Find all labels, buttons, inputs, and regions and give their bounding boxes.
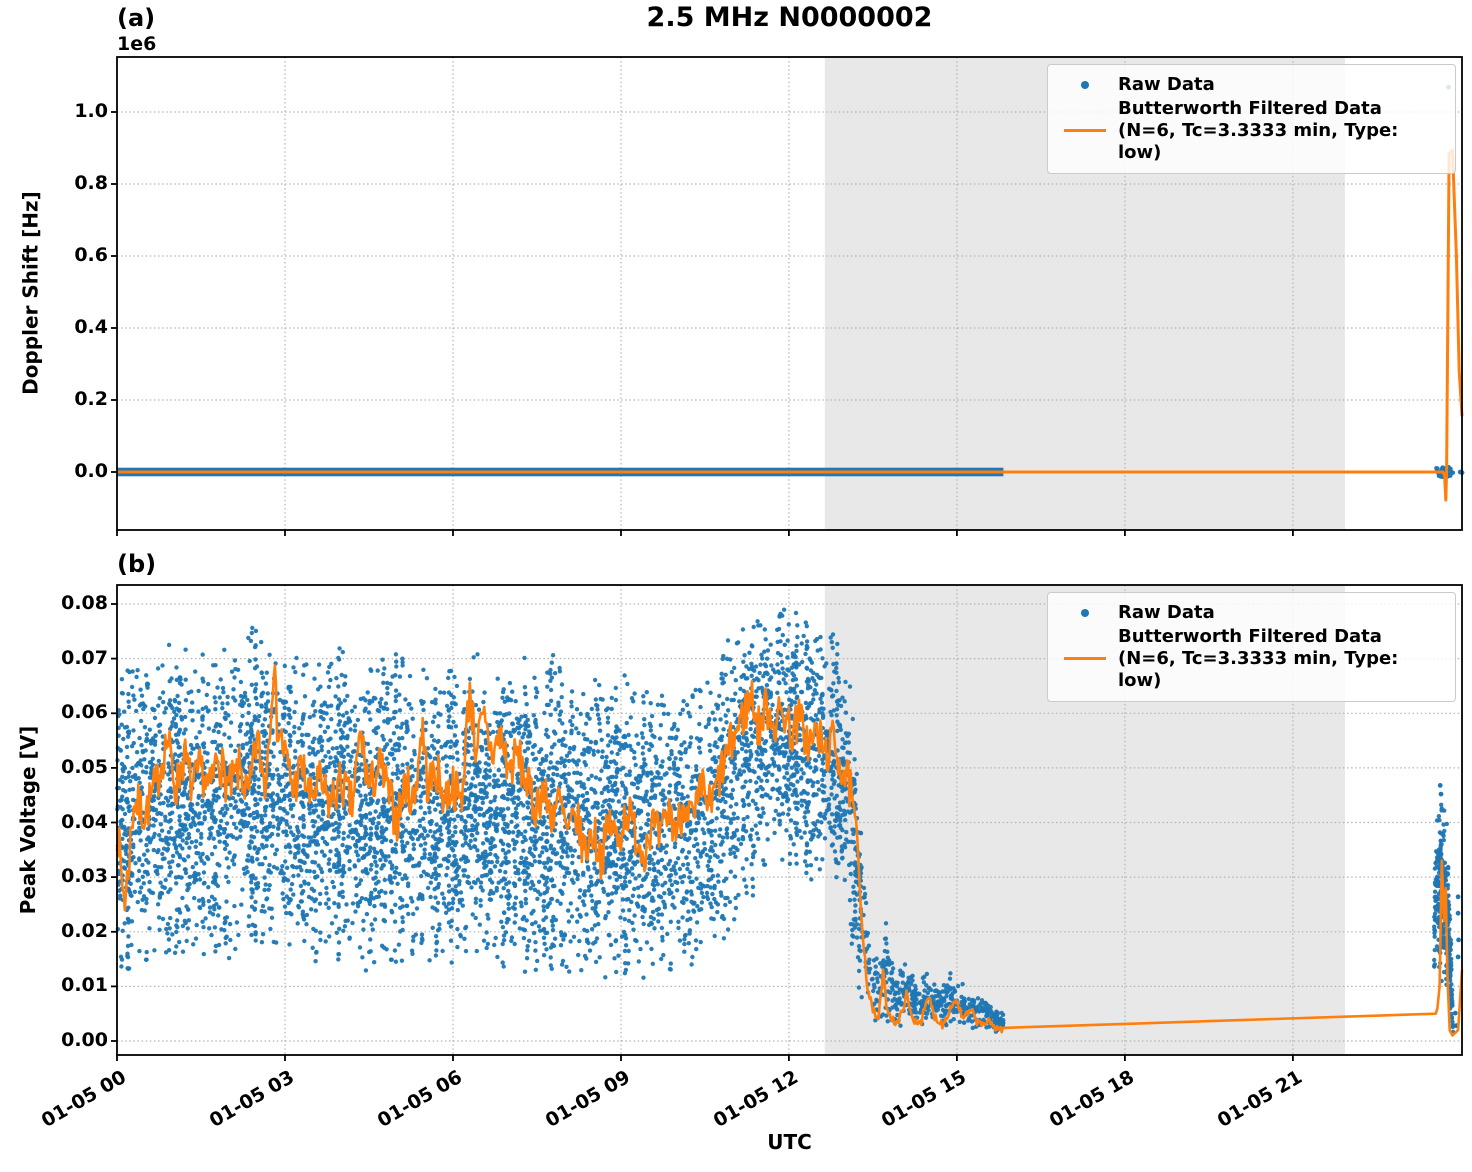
panel-b-y-tick-label: 0.04 bbox=[61, 811, 108, 833]
x-tick-label: 01-05 09 bbox=[541, 1066, 634, 1132]
x-tick-label: 01-05 18 bbox=[1045, 1066, 1138, 1132]
panel-a-y-offset-label: 1e6 bbox=[117, 33, 157, 55]
panel-b-tag: (b) bbox=[117, 550, 157, 578]
x-tick-label: 01-05 06 bbox=[373, 1066, 466, 1132]
panel-b-y-axis-label: Peak Voltage [V] bbox=[16, 725, 40, 915]
panel-a-y-axis-label: Doppler Shift [Hz] bbox=[18, 191, 43, 395]
legend-raw-label: Raw Data bbox=[1118, 74, 1215, 95]
x-tick-label: 01-05 00 bbox=[37, 1066, 130, 1132]
panel-b-y-tick-label: 0.08 bbox=[61, 592, 108, 614]
panel-a-y-tick-label: 0.8 bbox=[74, 172, 108, 194]
panel-b-y-tick-label: 0.06 bbox=[61, 701, 108, 723]
panel-b-legend: Raw Data Butterworth Filtered Data (N=6,… bbox=[1047, 592, 1456, 702]
panel-a-y-tick-label: 0.6 bbox=[74, 244, 108, 266]
legend-filtered-label: Butterworth Filtered Data (N=6, Tc=3.333… bbox=[1118, 625, 1399, 691]
x-tick-label: 01-05 12 bbox=[709, 1066, 802, 1132]
raw-data-marker-icon bbox=[1060, 608, 1110, 617]
raw-data-marker-icon bbox=[1060, 80, 1110, 89]
x-tick-label: 01-05 15 bbox=[877, 1066, 970, 1132]
panel-b-y-tick-label: 0.00 bbox=[61, 1029, 108, 1051]
legend-filtered-label: Butterworth Filtered Data (N=6, Tc=3.333… bbox=[1118, 97, 1399, 163]
x-axis-label: UTC bbox=[767, 1130, 812, 1154]
panel-a-y-tick-label: 0.4 bbox=[74, 316, 108, 338]
legend-entry-filtered: Butterworth Filtered Data (N=6, Tc=3.333… bbox=[1060, 98, 1445, 164]
figure-title: 2.5 MHz N0000002 bbox=[646, 2, 933, 33]
panel-b-y-tick-label: 0.07 bbox=[61, 647, 108, 669]
panel-a-tag: (a) bbox=[117, 4, 156, 32]
panel-a-y-tick-label: 1.0 bbox=[74, 100, 108, 122]
filtered-line-marker-icon bbox=[1060, 129, 1110, 133]
panel-b-plot-area bbox=[111, 584, 1464, 1061]
x-tick-label: 01-05 03 bbox=[205, 1066, 298, 1132]
legend-entry-filtered: Butterworth Filtered Data (N=6, Tc=3.333… bbox=[1060, 626, 1445, 692]
panel-b-y-tick-label: 0.02 bbox=[61, 920, 108, 942]
panel-b-y-tick-label: 0.05 bbox=[61, 756, 108, 778]
legend-raw-label: Raw Data bbox=[1118, 602, 1215, 623]
legend-entry-raw: Raw Data bbox=[1060, 74, 1445, 96]
panel-b-y-tick-label: 0.01 bbox=[61, 974, 108, 996]
panel-b-y-tick-label: 0.03 bbox=[61, 865, 108, 887]
panel-a-y-tick-label: 0.2 bbox=[74, 388, 108, 410]
filtered-line-marker-icon bbox=[1060, 657, 1110, 661]
x-tick-label: 01-05 21 bbox=[1213, 1066, 1306, 1132]
legend-entry-raw: Raw Data bbox=[1060, 602, 1445, 624]
panel-a-y-tick-label: 0.0 bbox=[74, 460, 108, 482]
panel-a-legend: Raw Data Butterworth Filtered Data (N=6,… bbox=[1047, 64, 1456, 174]
